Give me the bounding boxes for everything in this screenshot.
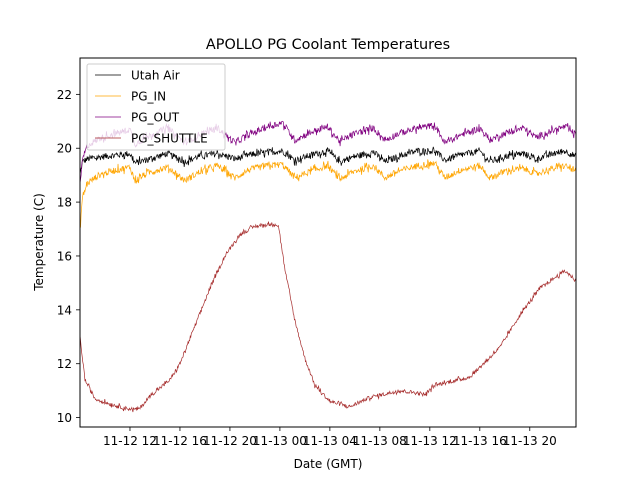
x-tick-label: 11-12 20 bbox=[203, 434, 257, 448]
legend: Utah Air PG_IN PG_OUT PG_SHUTTLE bbox=[86, 63, 226, 151]
y-tick-label: 12 bbox=[57, 357, 72, 371]
x-axis-label: Date (GMT) bbox=[294, 457, 363, 471]
y-tick-label: 10 bbox=[57, 411, 72, 425]
x-tick-label: 11-13 00 bbox=[253, 434, 307, 448]
x-tick-label: 11-13 08 bbox=[353, 434, 407, 448]
y-tick-label: 22 bbox=[57, 88, 72, 102]
series-line-pg-shuttle bbox=[80, 221, 576, 413]
y-tick-label: 14 bbox=[57, 303, 72, 317]
axes-frame bbox=[79, 57, 577, 428]
legend-item: PG_SHUTTLE bbox=[95, 132, 208, 146]
legend-box bbox=[86, 63, 226, 151]
y-axis-label: Temperature (C) bbox=[32, 193, 46, 292]
x-tick-label: 11-13 16 bbox=[453, 434, 507, 448]
series-line-pg-in bbox=[80, 159, 576, 228]
legend-item: Utah Air bbox=[95, 69, 180, 83]
x-tick-label: 11-12 12 bbox=[103, 434, 157, 448]
x-tick-label: 11-13 12 bbox=[403, 434, 457, 448]
series-line-utah-air bbox=[80, 146, 576, 175]
series-layer bbox=[80, 120, 576, 413]
legend-label: PG_IN bbox=[131, 90, 166, 104]
y-tick-label: 18 bbox=[57, 196, 72, 210]
x-tick-label: 11-13 04 bbox=[303, 434, 357, 448]
x-tick-label: 11-13 20 bbox=[503, 434, 557, 448]
legend-label: Utah Air bbox=[131, 69, 180, 83]
legend-label: PG_SHUTTLE bbox=[131, 132, 208, 146]
x-tick-label: 11-12 16 bbox=[153, 434, 207, 448]
legend-item: PG_IN bbox=[95, 90, 166, 104]
y-tick-label: 20 bbox=[57, 142, 72, 156]
legend-item: PG_OUT bbox=[95, 111, 180, 125]
chart-title: APOLLO PG Coolant Temperatures bbox=[206, 37, 450, 53]
y-tick-label: 16 bbox=[57, 249, 72, 263]
legend-label: PG_OUT bbox=[131, 111, 180, 125]
y-axis: 10 12 14 16 18 20 22 bbox=[57, 88, 80, 425]
